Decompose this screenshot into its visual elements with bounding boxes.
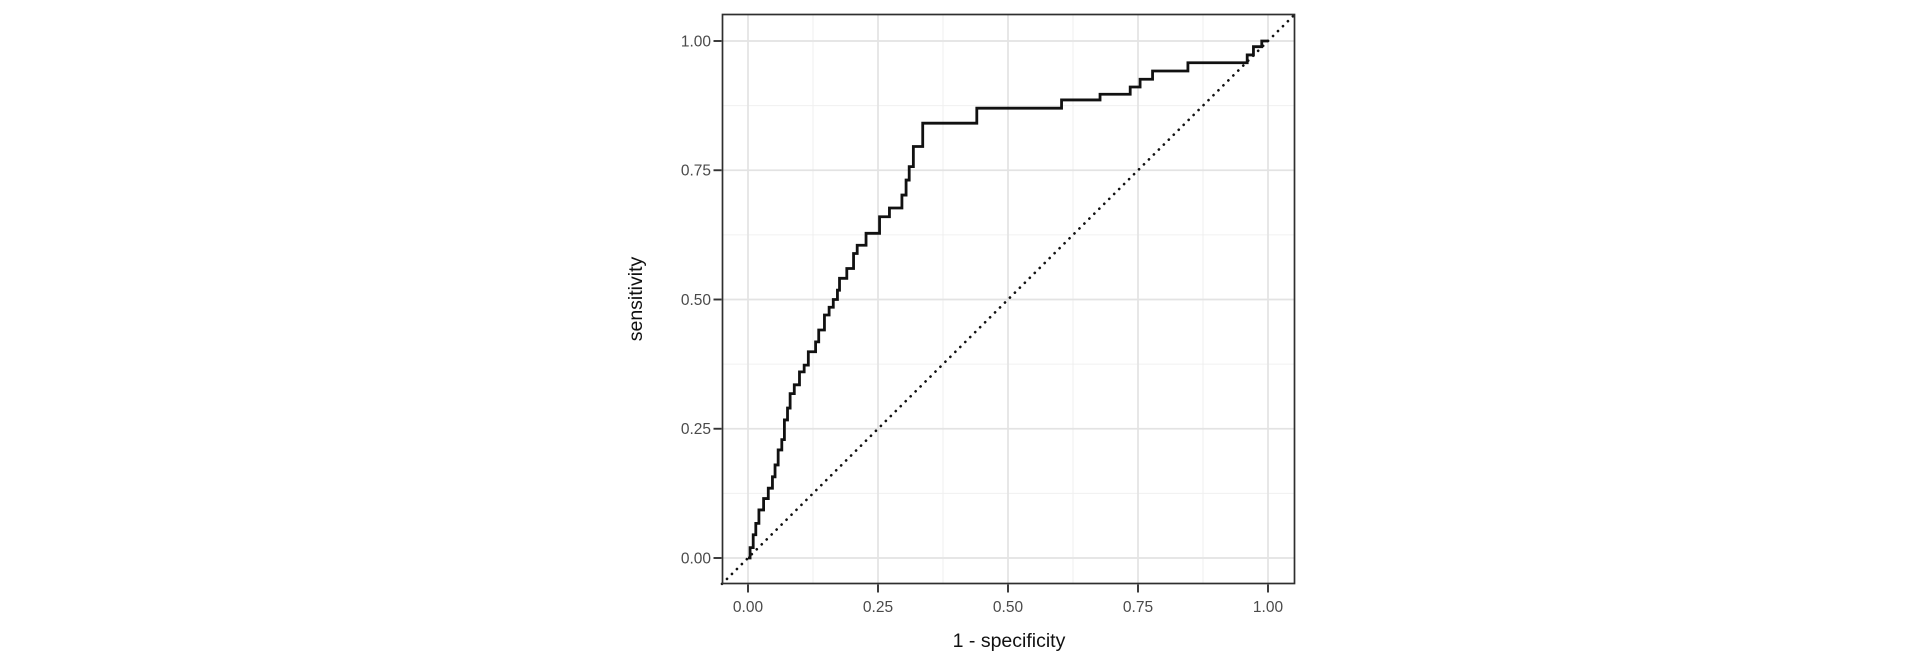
roc-curve [748,39,1268,560]
x-tick-label: 0.50 [993,599,1024,616]
y-tick-label: 0.50 [681,292,712,309]
reference-diagonal [720,12,1297,586]
y-tick-label: 0.00 [681,550,712,567]
y-tick-label: 1.00 [681,33,712,50]
x-axis-title: 1 - specificity [953,630,1066,652]
y-axis-title: sensitivity [625,256,647,341]
y-tick-label: 0.25 [681,421,711,438]
y-tick-label: 0.75 [681,163,711,180]
x-tick-label: 0.00 [733,599,764,616]
panel-border [721,13,1296,585]
x-tick-label: 0.25 [863,599,893,616]
x-tick-label: 1.00 [1253,599,1284,616]
x-tick-label: 0.75 [1123,599,1153,616]
